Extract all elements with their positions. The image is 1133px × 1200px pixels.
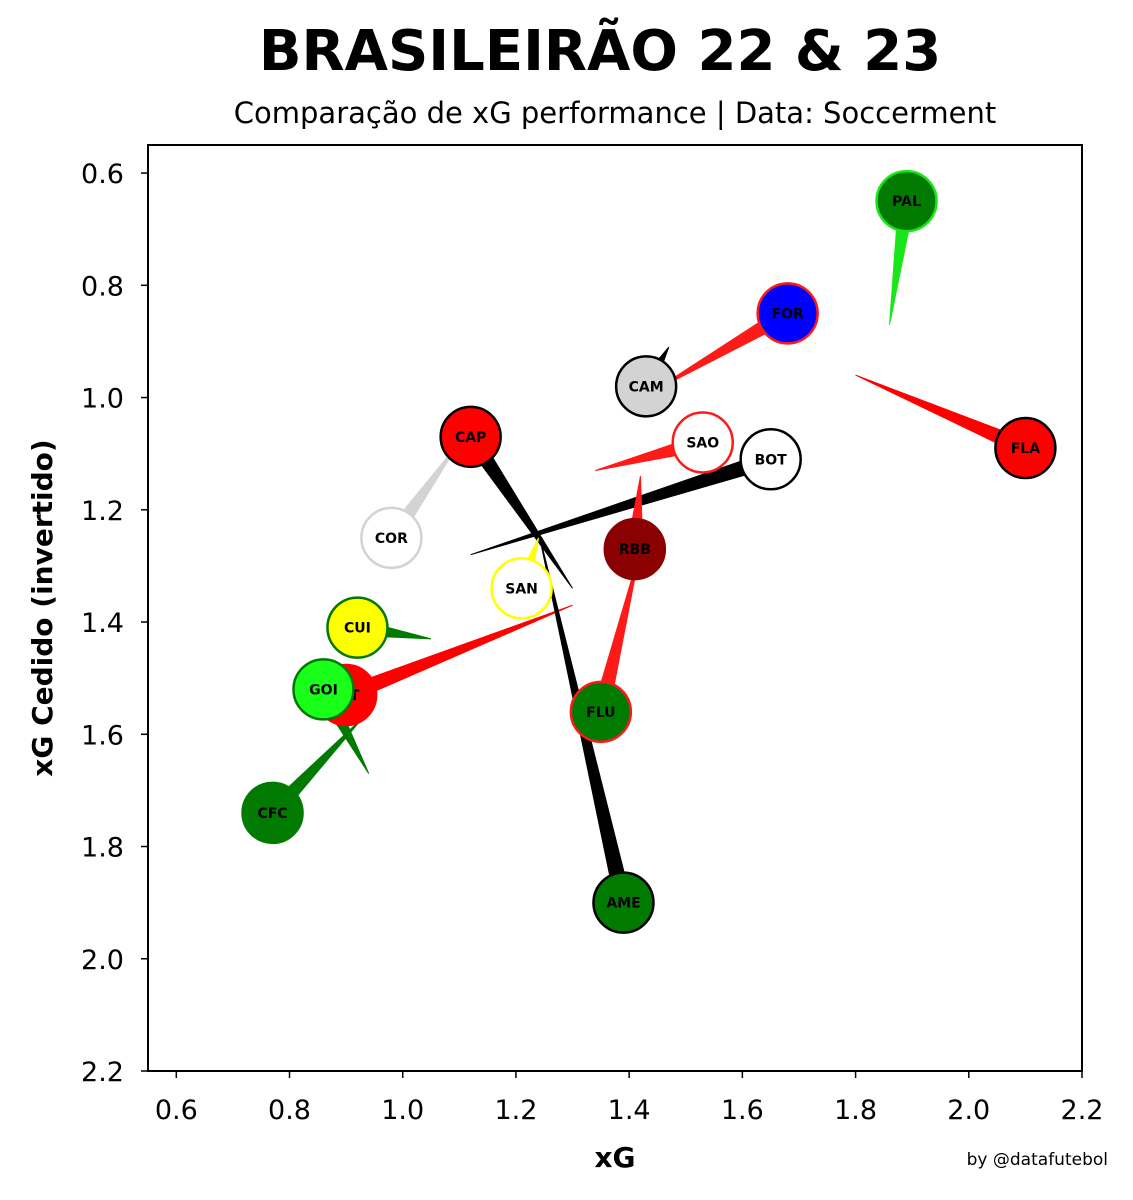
- x-tick-label: 0.6: [155, 1095, 198, 1126]
- marker-sao: [671, 411, 734, 474]
- marker-label-fla: FLA: [1011, 441, 1040, 457]
- y-axis-label: xG Cedido (invertido): [26, 439, 59, 776]
- team-markers: PALFORCAMFLACAPSAOBOTCORRBBSANCUIFLUINTG…: [241, 169, 1057, 934]
- marker-cor: [360, 506, 423, 570]
- x-tick-label: 0.8: [268, 1095, 311, 1126]
- x-tick-label: 1.2: [494, 1095, 537, 1126]
- marker-label-cam: CAM: [629, 379, 664, 395]
- marker-rbb: [603, 517, 667, 581]
- x-tick-label: 2.2: [1061, 1095, 1104, 1126]
- chart-subtitle: Comparação de xG performance | Data: Soc…: [234, 96, 996, 130]
- x-axis-ticks: 0.6 0.8 1.0 1.2 1.4 1.6 1.8 2.0 2.2: [155, 1071, 1104, 1126]
- marker-label-pal: PAL: [892, 194, 921, 210]
- marker-goi: [292, 658, 355, 721]
- marker-label-rbb: RBB: [619, 542, 651, 558]
- marker-label-san: SAN: [505, 581, 538, 597]
- y-tick-label: 2.0: [81, 945, 124, 976]
- y-tick-label: 1.6: [81, 720, 124, 751]
- x-tick-label: 1.4: [608, 1095, 651, 1126]
- marker-cam: [614, 355, 678, 418]
- y-tick-label: 1.4: [81, 608, 124, 639]
- marker-label-for: FOR: [772, 306, 804, 322]
- marker-label-bot: BOT: [755, 452, 788, 468]
- marker-pal: [875, 169, 938, 233]
- y-tick-label: 2.2: [81, 1057, 124, 1088]
- x-tick-label: 1.0: [381, 1095, 424, 1126]
- marker-label-cui: CUI: [344, 621, 371, 637]
- marker-for: [756, 282, 819, 345]
- y-tick-label: 1.0: [81, 384, 124, 415]
- y-tick-label: 0.8: [81, 271, 124, 302]
- marker-label-cor: COR: [375, 531, 408, 547]
- y-tick-label: 1.2: [81, 496, 124, 527]
- marker-label-flu: FLU: [586, 705, 615, 721]
- marker-bot: [739, 428, 802, 491]
- marker-label-cfc: CFC: [257, 806, 287, 822]
- x-tick-label: 2.0: [947, 1095, 990, 1126]
- marker-ame: [592, 871, 655, 934]
- x-tick-label: 1.6: [721, 1095, 764, 1126]
- marker-label-sao: SAO: [686, 435, 719, 451]
- marker-san: [490, 557, 553, 620]
- y-tick-label: 1.8: [81, 833, 124, 864]
- marker-cfc: [241, 781, 304, 845]
- marker-fla: [994, 416, 1057, 480]
- marker-cap: [439, 405, 502, 469]
- x-axis-label: xG: [594, 1141, 635, 1174]
- credit-label: by @datafutebol: [967, 1150, 1108, 1170]
- marker-cui: [326, 596, 389, 659]
- marker-flu: [569, 680, 633, 744]
- marker-label-ame: AME: [606, 896, 640, 912]
- y-tick-label: 0.6: [81, 159, 124, 190]
- x-tick-label: 1.8: [834, 1095, 877, 1126]
- chart-title: BRASILEIRÃO 22 & 23: [259, 18, 941, 84]
- marker-label-goi: GOI: [309, 682, 338, 698]
- marker-label-cap: CAP: [455, 430, 486, 446]
- y-axis-ticks: 0.6 0.8 1.0 1.2 1.4 1.6 1.8 2.0 2.2: [81, 159, 148, 1088]
